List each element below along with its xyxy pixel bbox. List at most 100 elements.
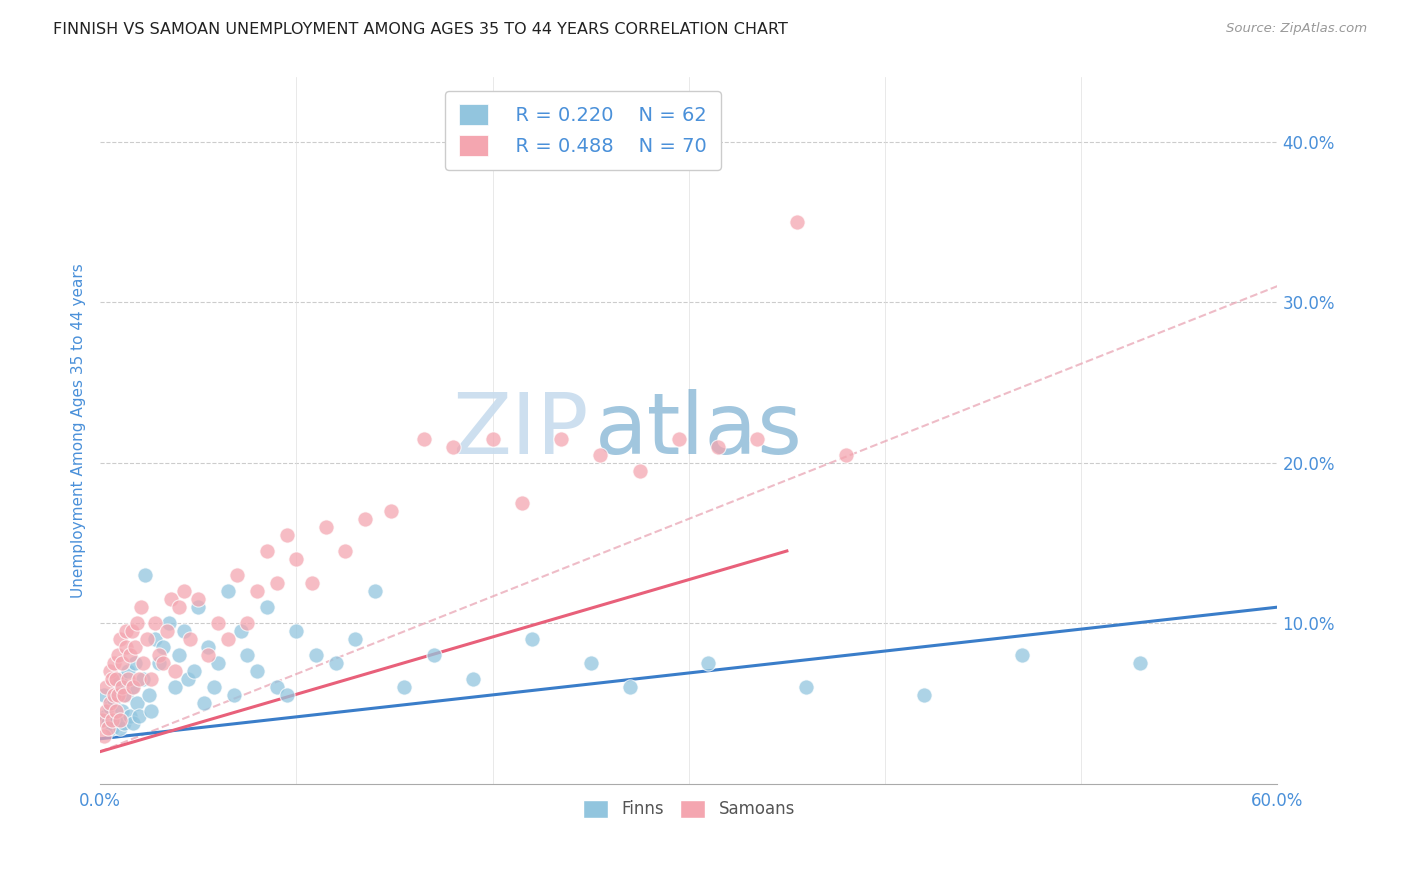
Point <box>835 448 858 462</box>
Point <box>628 464 651 478</box>
Point <box>335 544 357 558</box>
Point <box>207 616 229 631</box>
Point <box>217 632 239 647</box>
Point <box>202 681 225 695</box>
Point <box>380 504 402 518</box>
Point <box>101 673 124 687</box>
Point <box>124 657 146 671</box>
Point <box>301 576 323 591</box>
Point <box>183 665 205 679</box>
Point <box>98 697 121 711</box>
Point <box>134 568 156 582</box>
Point <box>156 624 179 639</box>
Point <box>589 448 612 462</box>
Point <box>173 624 195 639</box>
Point <box>276 528 298 542</box>
Point <box>101 713 124 727</box>
Point <box>325 657 347 671</box>
Point <box>93 729 115 743</box>
Point <box>163 681 186 695</box>
Point <box>163 665 186 679</box>
Point <box>148 648 170 663</box>
Y-axis label: Unemployment Among Ages 35 to 44 years: Unemployment Among Ages 35 to 44 years <box>72 263 86 598</box>
Point <box>364 584 387 599</box>
Point <box>143 616 166 631</box>
Point <box>668 432 690 446</box>
Point <box>697 657 720 671</box>
Point <box>305 648 328 663</box>
Point <box>104 713 127 727</box>
Point <box>98 699 121 714</box>
Point <box>266 576 288 591</box>
Point <box>117 673 139 687</box>
Point <box>122 681 145 695</box>
Point <box>107 681 129 695</box>
Point <box>124 640 146 655</box>
Point <box>187 592 209 607</box>
Point <box>197 640 219 655</box>
Text: atlas: atlas <box>595 389 803 472</box>
Point <box>747 432 769 446</box>
Point <box>207 657 229 671</box>
Point <box>520 632 543 647</box>
Point <box>441 440 464 454</box>
Point <box>246 584 269 599</box>
Point <box>1011 648 1033 663</box>
Point <box>246 665 269 679</box>
Point <box>112 715 135 730</box>
Point <box>108 632 131 647</box>
Point <box>103 657 125 671</box>
Point <box>197 648 219 663</box>
Point <box>510 496 533 510</box>
Point <box>276 689 298 703</box>
Point <box>256 544 278 558</box>
Point <box>143 632 166 647</box>
Point <box>266 681 288 695</box>
Point <box>114 689 136 703</box>
Point <box>193 697 215 711</box>
Point <box>114 640 136 655</box>
Point <box>132 657 155 671</box>
Point <box>118 648 141 663</box>
Point <box>256 600 278 615</box>
Point <box>148 657 170 671</box>
Point <box>108 713 131 727</box>
Point <box>111 657 134 671</box>
Point <box>579 657 602 671</box>
Point <box>101 721 124 735</box>
Point <box>117 665 139 679</box>
Legend: Finns, Samoans: Finns, Samoans <box>576 793 801 825</box>
Point <box>152 657 174 671</box>
Point <box>103 689 125 703</box>
Point <box>1129 657 1152 671</box>
Point <box>236 648 259 663</box>
Point <box>94 681 117 695</box>
Point <box>131 600 153 615</box>
Point <box>136 632 159 647</box>
Point <box>159 592 181 607</box>
Point <box>619 681 641 695</box>
Point <box>139 673 162 687</box>
Point <box>107 648 129 663</box>
Point <box>786 215 808 229</box>
Point <box>167 648 190 663</box>
Point <box>111 681 134 695</box>
Point <box>187 600 209 615</box>
Point <box>315 520 337 534</box>
Point <box>222 689 245 703</box>
Point <box>152 640 174 655</box>
Point <box>103 693 125 707</box>
Point <box>550 432 572 446</box>
Point <box>173 584 195 599</box>
Point <box>707 440 730 454</box>
Point <box>461 673 484 687</box>
Point <box>167 600 190 615</box>
Point <box>217 584 239 599</box>
Point <box>93 689 115 703</box>
Point <box>481 432 503 446</box>
Point <box>226 568 249 582</box>
Point <box>127 697 149 711</box>
Point <box>912 689 935 703</box>
Point <box>118 709 141 723</box>
Point <box>157 616 180 631</box>
